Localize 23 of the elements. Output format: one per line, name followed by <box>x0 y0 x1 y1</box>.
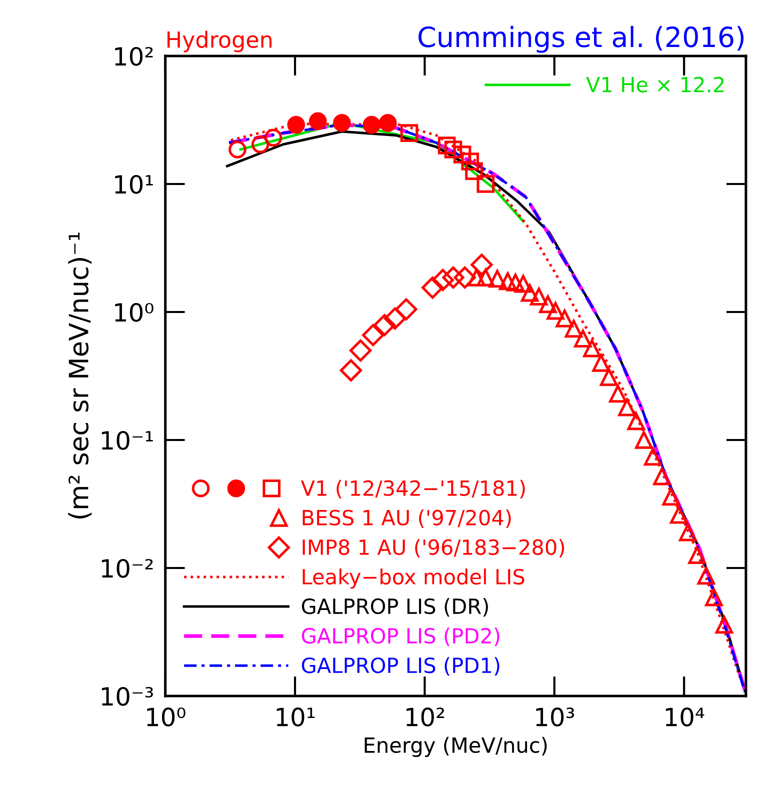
y-tick-label: 10⁻³ <box>102 686 153 706</box>
y-tick-label: 10² <box>115 46 153 66</box>
y-tick-label: 10⁻¹ <box>102 430 153 450</box>
legend-label: V1 ('12/342−'15/181) <box>300 480 525 498</box>
x-tick-label: 10² <box>406 708 444 726</box>
y-axis-title: (m² sec sr MeV/nuc)⁻¹ <box>68 232 92 518</box>
x-tick-label: 10⁰ <box>147 708 186 726</box>
y-tick-label: 10⁻² <box>102 558 153 578</box>
legend-label: GALPROP LIS (PD1) <box>302 657 500 676</box>
legend-label: IMP8 1 AU ('96/183−280) <box>302 538 564 558</box>
x-tick-label: 10¹ <box>276 708 315 726</box>
text: Cummings et al. (2016) <box>418 26 744 53</box>
x-tick-label: 10⁴ <box>666 708 704 726</box>
legend-label: V1 He × 12.2 <box>586 76 724 92</box>
x-axis-title: Energy (MeV/nuc) <box>364 736 547 758</box>
legend-label: GALPROP LIS (PD2) <box>302 628 500 646</box>
legend-label: Leaky−box model LIS <box>302 568 524 589</box>
y-tick-label: 10¹ <box>115 174 153 194</box>
y-tick-label: 10⁰ <box>115 302 154 322</box>
legend-label: BESS 1 AU ('97/204) <box>302 509 511 528</box>
chart-title: Hydrogen <box>168 30 272 52</box>
legend-label: GALPROP LIS (DR) <box>302 598 488 617</box>
x-tick-label: 10³ <box>536 708 574 726</box>
